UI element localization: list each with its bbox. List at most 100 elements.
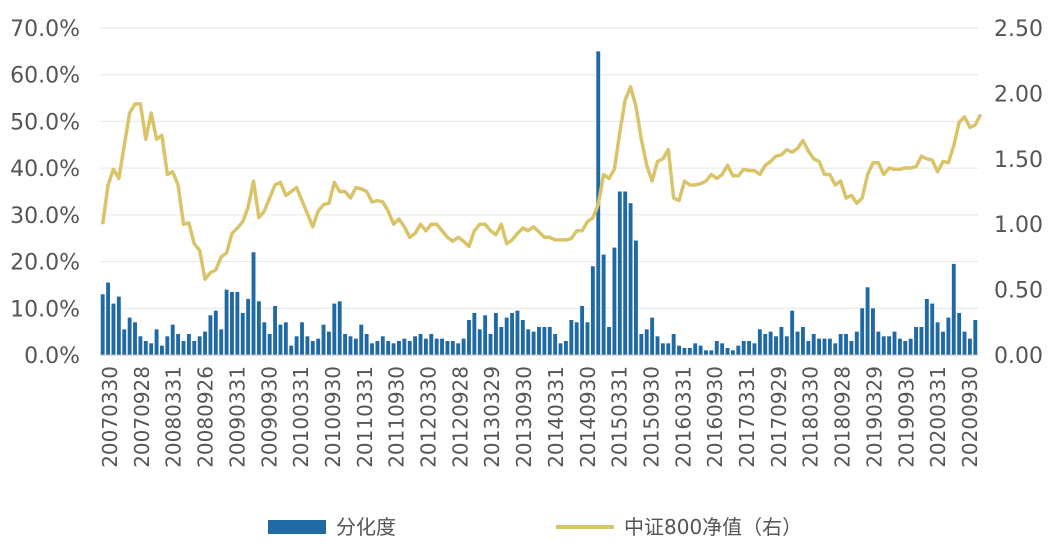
x-tick-label: 20070330 (98, 366, 122, 468)
bar (100, 294, 105, 355)
x-tick-label: 20150930 (640, 366, 664, 468)
x-tick-label: 20150331 (608, 366, 632, 468)
bar (246, 298, 251, 355)
line-series (100, 85, 983, 281)
x-tick-label: 20180928 (831, 366, 855, 468)
bar (493, 312, 498, 355)
bar (757, 329, 762, 355)
bar (714, 340, 719, 355)
bar (671, 333, 676, 355)
bar (590, 266, 595, 355)
bar (730, 350, 735, 355)
bar (413, 336, 418, 355)
bar (230, 291, 234, 355)
bar-series (100, 51, 978, 356)
bar (682, 347, 687, 355)
series-line (100, 85, 983, 281)
bar (601, 254, 606, 355)
bar (224, 289, 229, 355)
x-tick-label: 20090930 (257, 366, 281, 468)
bar (946, 317, 951, 355)
bar (585, 322, 590, 355)
x-tick-label: 20090331 (225, 366, 249, 468)
bar (903, 340, 908, 355)
bar (795, 331, 800, 355)
bar (666, 343, 671, 355)
bar (149, 343, 154, 355)
bar (138, 336, 143, 355)
bar (736, 345, 741, 355)
bar (537, 326, 541, 355)
bar (747, 340, 752, 355)
bar (709, 350, 714, 355)
bar (256, 301, 261, 355)
right-tick-label: 2.00 (994, 82, 1043, 107)
bar (219, 329, 224, 355)
bar (779, 326, 784, 355)
bar (456, 343, 461, 355)
bar (262, 322, 267, 355)
bar (515, 310, 520, 355)
bar (844, 333, 848, 355)
bar (908, 338, 913, 355)
x-tick-label: 20200930 (958, 366, 982, 468)
bar (310, 340, 315, 355)
bar (892, 331, 897, 355)
bar (122, 329, 127, 355)
x-tick-label: 20170929 (767, 366, 791, 468)
bar (623, 191, 628, 355)
bar (741, 340, 746, 355)
bar (865, 287, 870, 355)
left-tick-label: 20.0% (10, 251, 80, 276)
bar (887, 336, 892, 355)
right-tick-label: 2.50 (994, 17, 1043, 42)
bar (154, 329, 159, 355)
left-tick-label: 30.0% (10, 204, 80, 229)
bar (273, 305, 277, 355)
x-tick-label: 20140930 (576, 366, 600, 468)
x-tick-label: 20160930 (703, 366, 727, 468)
bar (838, 333, 843, 355)
x-axis: 20070330 20070928 20080331 20080926 20090331… (98, 354, 982, 468)
x-tick-label: 20200331 (926, 366, 950, 468)
bar (143, 340, 148, 355)
bar (429, 333, 434, 355)
bar (359, 324, 364, 355)
x-tick-label: 20170331 (735, 366, 759, 468)
right-tick-label: 0.50 (994, 279, 1043, 304)
bar (962, 331, 967, 355)
right-tick-label: 0.00 (994, 344, 1043, 369)
right-tick-label: 1.50 (994, 148, 1043, 173)
legend-line-label: 中证800净值（右） (624, 515, 802, 539)
bar (924, 298, 929, 355)
bar (386, 340, 391, 355)
bar (186, 333, 191, 355)
bar (849, 340, 854, 355)
bar (860, 308, 865, 355)
legend: 分化度 中证800净值（右） (268, 515, 802, 539)
right-tick-label: 1.00 (994, 213, 1043, 238)
bar (526, 329, 531, 355)
bar (951, 263, 956, 355)
bar (477, 329, 482, 355)
bar (197, 336, 202, 355)
bar (693, 343, 698, 355)
bar (235, 291, 240, 355)
bar (660, 343, 665, 355)
bar (817, 338, 822, 355)
bar (160, 345, 164, 355)
bar (267, 333, 272, 355)
bar (127, 317, 132, 355)
bar (434, 338, 439, 355)
bar (725, 347, 730, 355)
bar (617, 191, 622, 355)
bar (316, 338, 321, 355)
bar (203, 331, 207, 355)
bar (504, 317, 509, 355)
bar (704, 350, 708, 355)
bar (833, 343, 838, 355)
bar (370, 343, 374, 355)
bar (634, 240, 638, 355)
bar (941, 331, 945, 355)
bar (106, 282, 111, 355)
